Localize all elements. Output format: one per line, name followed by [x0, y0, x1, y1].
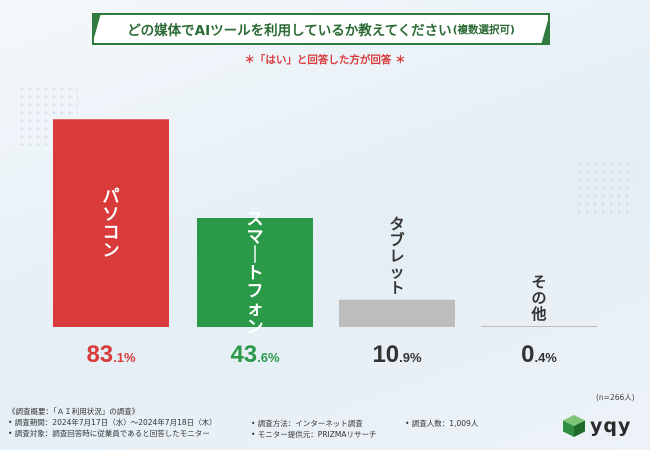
category-label-1: スマ｜トフォン — [247, 210, 264, 338]
sample-size-note: (n=266人) — [596, 393, 635, 402]
value-label-0: 83.1% — [86, 341, 136, 368]
footer-count: • 調査人数：1,009人 — [405, 419, 479, 428]
footer-line-3: • 調査対象：調査回答時に従業員であると回答したモニター — [8, 429, 210, 438]
chart-subtitle: ＊「はい」と回答した方が回答 ＊ — [244, 54, 406, 66]
bar-1 — [197, 218, 313, 327]
category-label-0: パソコン — [103, 187, 120, 261]
logo-text: yqy — [590, 415, 632, 437]
footer-col-3: • 調査人数：1,009人 — [405, 418, 478, 429]
bar-3 — [481, 326, 597, 327]
category-label-2: タブレット — [389, 215, 404, 297]
survey-footer: 《調査概要：「ＡＩ利用状況」の調査》 • 調査期間：2024年7月17日（水）～… — [8, 406, 217, 439]
value-label-2: 10.9% — [372, 341, 422, 368]
bar-2 — [339, 299, 455, 327]
footer-line-2: • 調査期間：2024年7月17日（水）～2024年7月18日（木） — [8, 418, 217, 427]
footer-col-2: • 調査方法：インターネット調査 • モニター提供元：PRIZMAリサーチ — [251, 418, 377, 440]
footer-line-1: 《調査概要：「ＡＩ利用状況」の調査》 — [8, 407, 140, 416]
value-label-3: 0.4% — [521, 341, 557, 368]
bar-0 — [53, 119, 169, 327]
category-label-3: その他 — [530, 273, 546, 323]
brand-logo: yqy — [562, 414, 631, 438]
value-label-1: 43.6% — [230, 341, 280, 368]
footer-provider: • モニター提供元：PRIZMAリサーチ — [251, 430, 377, 439]
chart-title: どの媒体でAIツールを利用しているか教えてください (複数選択可) — [92, 13, 550, 45]
footer-method: • 調査方法：インターネット調査 — [251, 419, 363, 428]
cube-icon — [563, 415, 585, 437]
chart-title-text: どの媒体でAIツールを利用しているか教えてください — [127, 23, 452, 39]
dot-pattern-right — [575, 160, 635, 220]
chart-title-suffix: (複数選択可) — [452, 23, 515, 36]
